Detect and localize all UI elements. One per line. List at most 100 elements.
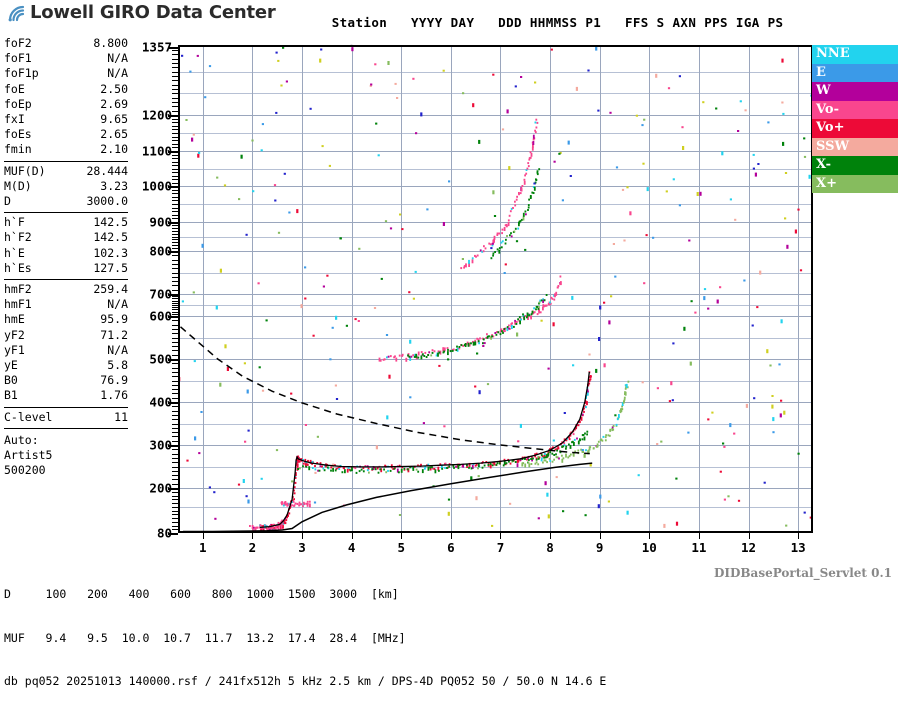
noise-speckle xyxy=(595,46,598,51)
noise-speckle xyxy=(675,477,678,480)
noise-speckle xyxy=(470,476,473,481)
param-key: B1 xyxy=(4,388,18,403)
noise-speckle xyxy=(282,46,285,49)
noise-speckle xyxy=(646,187,649,192)
noise-speckle xyxy=(743,279,746,282)
param-group-frequencies: foF2 8.800 foF1 N/A foF1p N/A foE 2.50 foEp 2.69 f… xyxy=(4,36,128,159)
y-axis-tick xyxy=(168,222,178,224)
noise-speckle xyxy=(181,54,184,57)
y-axis-minor-tick xyxy=(172,115,178,116)
y-axis-minor-tick xyxy=(172,129,178,131)
legend-item-SSW[interactable]: SSW xyxy=(812,137,898,156)
noise-speckle xyxy=(492,73,495,76)
y-axis-minor-tick xyxy=(172,158,178,159)
y-axis-minor-tick xyxy=(172,389,178,391)
x-axis-tick xyxy=(698,533,700,539)
noise-speckle xyxy=(544,481,547,486)
noise-speckle xyxy=(767,121,770,124)
noise-speckle xyxy=(675,521,679,526)
noise-speckle xyxy=(208,486,211,489)
param-key: fxI xyxy=(4,112,25,127)
param-group-muf: MUF(D) 28.444 M(D) 3.23 D 3000.0 xyxy=(4,164,128,211)
autoscaler-info: Auto: Artist5 500200 xyxy=(4,433,128,479)
noise-speckle xyxy=(219,268,222,273)
noise-speckle xyxy=(490,247,493,250)
x-axis-tick xyxy=(748,533,750,539)
noise-speckle xyxy=(550,48,553,51)
y-axis-label: 900 xyxy=(149,214,172,230)
trace-2 xyxy=(521,380,630,468)
y-axis-minor-tick xyxy=(172,133,178,134)
y-axis-label: 200 xyxy=(149,480,172,496)
noise-speckle xyxy=(771,404,774,409)
legend-item-E[interactable]: E xyxy=(812,63,898,82)
noise-speckle xyxy=(275,111,278,114)
gridline-h-minor xyxy=(178,71,813,73)
noise-speckle xyxy=(595,368,598,373)
noise-speckle xyxy=(781,101,784,104)
param-value: 95.9 xyxy=(100,312,128,327)
y-axis-label: 700 xyxy=(149,286,172,302)
noise-speckle xyxy=(610,295,613,298)
x-axis-tick xyxy=(401,533,403,539)
noise-speckle xyxy=(186,459,189,462)
divider xyxy=(4,160,128,162)
ionogram-plot[interactable] xyxy=(178,45,813,533)
gridline-h-minor xyxy=(178,93,813,95)
param-row-MUFD: MUF(D) 28.444 xyxy=(4,164,128,179)
y-axis-minor-tick xyxy=(172,410,178,412)
y-axis-minor-tick xyxy=(172,151,178,152)
y-axis-minor-tick xyxy=(172,397,178,399)
noise-speckle xyxy=(678,75,681,78)
noise-speckle xyxy=(641,124,644,127)
noise-speckle xyxy=(321,145,324,148)
y-axis-minor-tick xyxy=(172,491,178,493)
y-axis-minor-tick xyxy=(172,457,178,459)
noise-speckle xyxy=(331,326,334,329)
noise-speckle xyxy=(385,334,389,336)
y-axis-minor-tick xyxy=(172,204,178,205)
noise-speckle xyxy=(665,190,668,193)
y-axis-minor-tick xyxy=(172,218,178,220)
legend-item-X[interactable]: X- xyxy=(812,156,898,175)
noise-speckle xyxy=(260,149,263,152)
gridline-h xyxy=(178,115,813,116)
y-axis-tick xyxy=(168,445,178,447)
noise-speckle xyxy=(265,319,268,322)
legend-item-Vo[interactable]: Vo- xyxy=(812,100,898,119)
y-axis-minor-tick xyxy=(172,84,178,86)
y-axis-label: 800 xyxy=(149,243,172,259)
noise-speckle xyxy=(689,361,692,366)
param-value: 142.5 xyxy=(93,230,128,245)
x-axis-tick xyxy=(252,533,254,539)
gridline-h xyxy=(178,316,813,317)
noise-speckle xyxy=(588,353,591,356)
legend-item-NNE[interactable]: NNE xyxy=(812,45,898,64)
param-row-foF1: foF1 N/A xyxy=(4,51,128,66)
y-axis-tick xyxy=(168,294,178,296)
param-row-foE: foE 2.50 xyxy=(4,82,128,97)
noise-speckle xyxy=(320,48,323,51)
noise-speckle xyxy=(447,498,451,501)
trace-6 xyxy=(490,168,541,260)
y-axis-minor-tick xyxy=(172,168,178,170)
noise-speckle xyxy=(375,122,378,125)
noise-speckle xyxy=(520,76,523,78)
param-group-clevel: C-level 11 xyxy=(4,410,128,426)
noise-speckle xyxy=(401,228,404,231)
legend-item-W[interactable]: W xyxy=(812,82,898,101)
noise-speckle xyxy=(670,381,673,386)
y-axis-minor-tick xyxy=(172,423,178,425)
x-axis-tick xyxy=(649,533,651,539)
legend-item-Vo[interactable]: Vo+ xyxy=(812,119,898,138)
param-key: B0 xyxy=(4,373,18,388)
param-key: hmF1 xyxy=(4,297,32,312)
gridline-v xyxy=(748,45,750,533)
plot-data-layer xyxy=(178,46,813,533)
y-axis-minor-tick xyxy=(172,341,178,343)
noise-speckle xyxy=(472,103,475,108)
noise-speckle xyxy=(246,389,249,394)
legend-item-X[interactable]: X+ xyxy=(812,174,898,193)
trace-legend: NNE E W Vo- Vo+ SSW X- X+ xyxy=(812,45,898,193)
param-value: 3000.0 xyxy=(86,194,128,209)
